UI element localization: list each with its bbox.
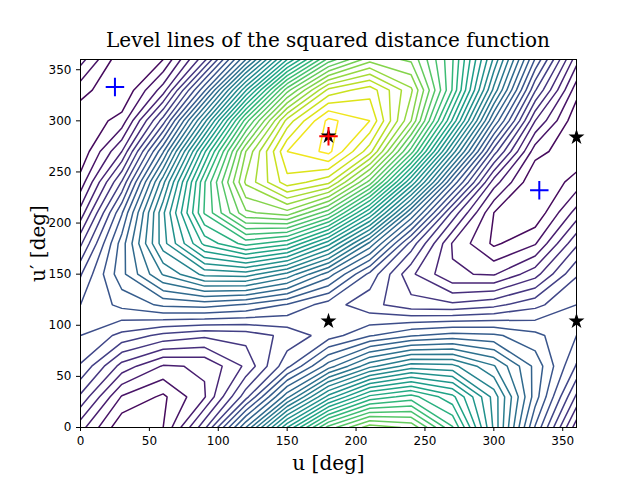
html-text:Level lines of the squared dis: Level lines of the squared distance func…: [106, 28, 550, 52]
svg-text:u [deg]: u [deg]: [292, 451, 364, 475]
svg-text:250: 250: [413, 434, 436, 448]
svg-text:350: 350: [551, 434, 574, 448]
svg-text:50: 50: [142, 434, 157, 448]
svg-text:300: 300: [49, 114, 72, 128]
svg-text:200: 200: [49, 216, 72, 230]
svg-text:50: 50: [56, 369, 71, 383]
svg-text:300: 300: [482, 434, 505, 448]
svg-text:0: 0: [64, 420, 72, 434]
svg-text:u′ [deg]: u′ [deg]: [26, 205, 50, 282]
svg-text:350: 350: [49, 63, 72, 77]
svg-text:150: 150: [49, 267, 72, 281]
svg-text:200: 200: [345, 434, 368, 448]
svg-text:100: 100: [49, 318, 72, 332]
svg-text:0: 0: [77, 434, 85, 448]
svg-text:150: 150: [276, 434, 299, 448]
svg-text:250: 250: [49, 165, 72, 179]
svg-text:100: 100: [207, 434, 230, 448]
